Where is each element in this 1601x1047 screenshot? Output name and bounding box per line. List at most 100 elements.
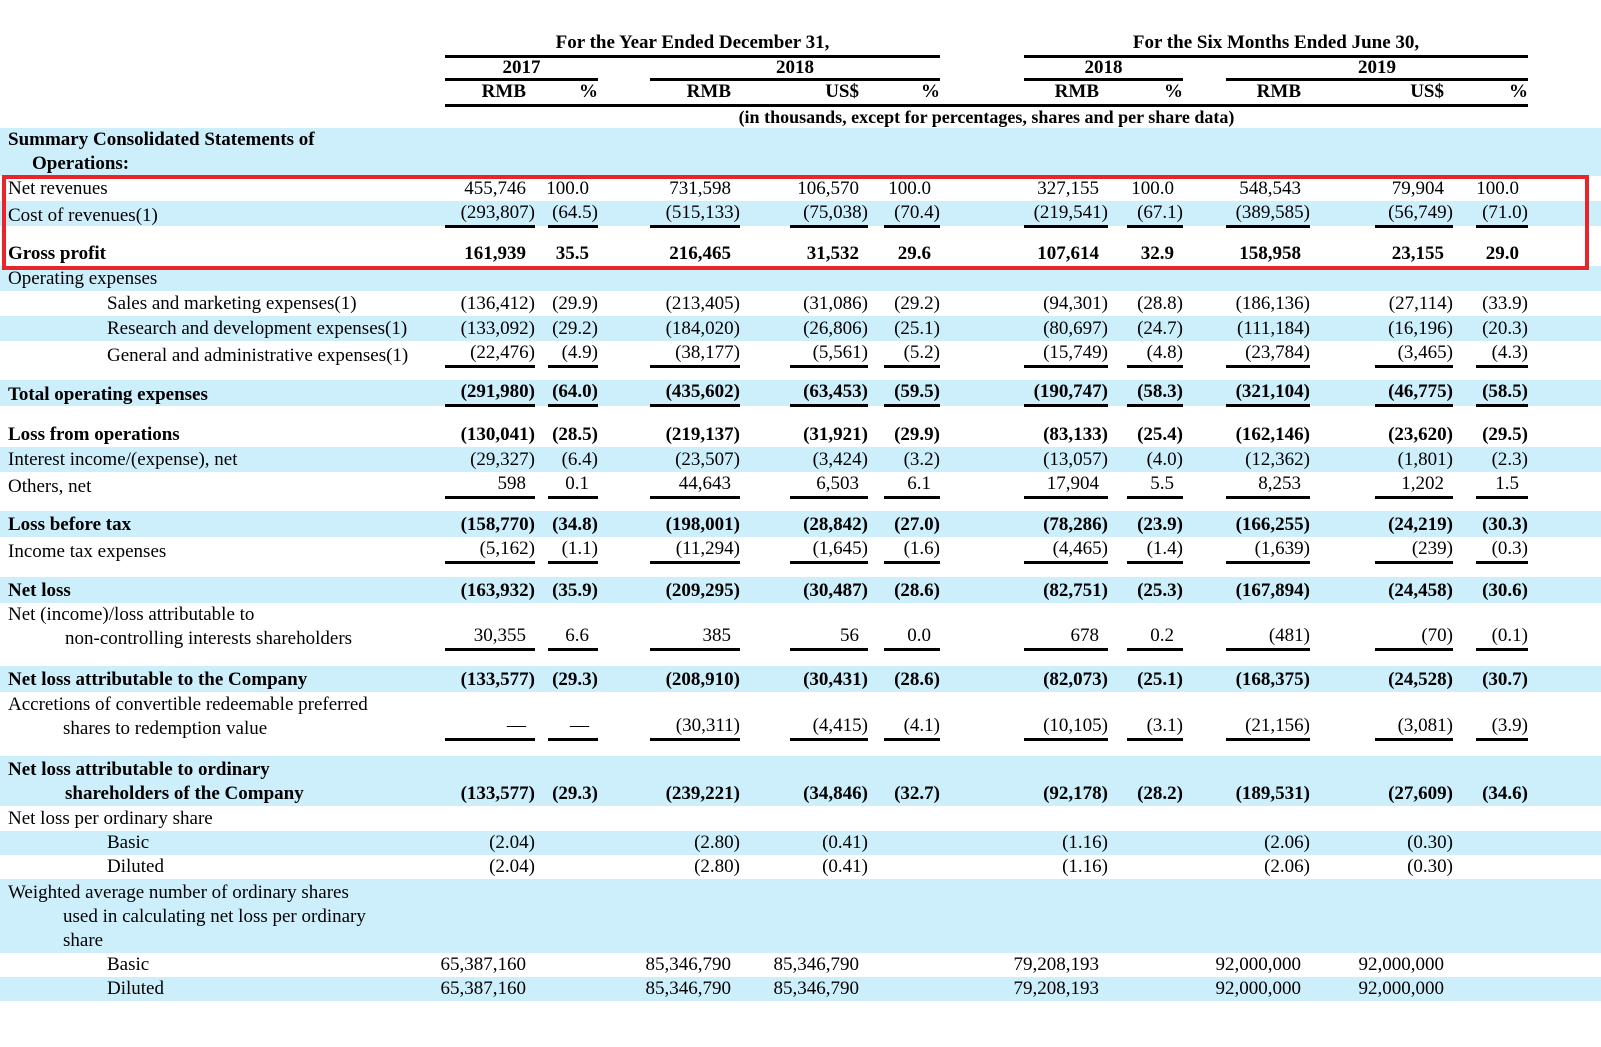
numeric-cell: 1.5 (1453, 472, 1528, 499)
numeric-cell (598, 128, 740, 176)
cell-value: (0.41) (822, 832, 868, 853)
cell-value: (16,196) (1388, 318, 1453, 339)
cell-value: (70.4) (884, 201, 940, 228)
year-label-2018-interim: 2018 (1024, 57, 1183, 81)
numeric-cell: (3,424) (740, 447, 868, 472)
cell-value: (209,295) (665, 580, 740, 601)
numeric-cell: 30,355 (445, 603, 535, 651)
numeric-cell: (64.5) (535, 201, 598, 228)
cell-value: (133,577) (460, 783, 535, 804)
cell-value: (25.1) (894, 318, 940, 339)
numeric-cell: 0.0 (868, 603, 940, 651)
numeric-cell: (82,751) (940, 577, 1108, 603)
cell-value: (15,749) (1024, 341, 1108, 368)
numeric-cell: 158,958 (1183, 240, 1310, 266)
cell-value: (25.4) (1137, 424, 1183, 445)
row-label-line: Gross profit (8, 243, 106, 264)
cell-value: 455,746 (464, 178, 526, 199)
cell-value: (168,375) (1235, 669, 1310, 690)
table-body: Summary Consolidated Statements of Operat… (0, 128, 1601, 1001)
spacer-row (0, 562, 1601, 577)
numeric-cell: (186,136) (1183, 291, 1310, 316)
cell-value: (56,749) (1375, 201, 1453, 228)
row-label: Diluted (0, 855, 445, 879)
numeric-cell (1108, 128, 1183, 176)
cell-value: 1.5 (1476, 472, 1528, 499)
numeric-cell: (24.7) (1108, 316, 1183, 341)
numeric-cell: (92,178) (940, 756, 1108, 806)
cell-value: (5.2) (884, 341, 940, 368)
cell-value: — (445, 714, 535, 741)
numeric-cell: (2.06) (1183, 855, 1310, 879)
row-label: Weighted average number of ordinary shar… (0, 879, 445, 953)
cell-value: (30.3) (1482, 514, 1528, 535)
table-row: Total operating expenses (291,980) (64.0) (… (0, 380, 1601, 407)
spacer-row (0, 226, 1601, 240)
row-label-line: shareholders of the Company (65, 783, 304, 804)
numeric-cell (868, 977, 940, 1001)
numeric-cell: 161,939 (445, 240, 535, 266)
row-label: Basic (0, 831, 445, 855)
numeric-cell (740, 266, 868, 291)
numeric-cell: (1,639) (1183, 537, 1310, 564)
row-label-line: Diluted (107, 856, 164, 877)
numeric-cell: (0.41) (740, 855, 868, 879)
cell-value: (1.1) (548, 537, 598, 564)
numeric-cell: (70) (1310, 603, 1453, 651)
spacer-row (0, 497, 1601, 511)
numeric-cell: (28,842) (740, 511, 868, 537)
numeric-cell: 0.1 (535, 472, 598, 499)
cell-value: (198,001) (665, 514, 740, 535)
row-label-line: shares to redemption value (63, 718, 268, 739)
cell-value: (2.06) (1264, 832, 1310, 853)
table-row: Sales and marketing expenses(1) (136,412)… (0, 291, 1601, 316)
numeric-cell (1183, 806, 1310, 831)
cell-value: (31,921) (803, 424, 868, 445)
numeric-cell: (24,219) (1310, 511, 1453, 537)
numeric-cell: (6.4) (535, 447, 598, 472)
numeric-cell: (31,086) (740, 291, 868, 316)
cell-value: (83,133) (1043, 424, 1108, 445)
numeric-cell: (166,255) (1183, 511, 1310, 537)
cell-value: (29,327) (470, 449, 535, 470)
units-note: (in thousands, except for percentages, s… (738, 107, 1235, 127)
cell-value: (70) (1375, 624, 1453, 651)
table-row: Loss before tax (158,770) (34.8) (198,001) (… (0, 511, 1601, 537)
row-label-line: Net loss (8, 580, 71, 601)
cell-value: (92,178) (1043, 783, 1108, 804)
column-header: RMB (481, 81, 526, 102)
cell-value: 100.0 (546, 178, 589, 199)
numeric-cell: (30,431) (740, 666, 868, 692)
cell-value: 548,543 (1239, 178, 1301, 199)
numeric-cell: (2.04) (445, 855, 535, 879)
numeric-cell: 35.5 (535, 240, 598, 266)
numeric-cell: (28.6) (868, 577, 940, 603)
numeric-cell: (515,133) (598, 201, 740, 228)
cell-value: (82,073) (1043, 669, 1108, 690)
cell-value: (2.80) (694, 856, 740, 877)
numeric-cell (535, 831, 598, 855)
numeric-cell (1310, 879, 1453, 953)
cell-value: (29.9) (894, 424, 940, 445)
table-row: Summary Consolidated Statements of Operat… (0, 128, 1601, 176)
cell-value: (29.9) (552, 293, 598, 314)
table-row: Net (income)/loss attributable to non-con… (0, 603, 1601, 651)
cell-value: (28,842) (803, 514, 868, 535)
cell-value: (30,311) (650, 714, 740, 741)
cell-value: (67.1) (1127, 201, 1183, 228)
numeric-cell: (4.0) (1108, 447, 1183, 472)
row-label-line: Research and development expenses(1) (107, 318, 408, 339)
numeric-cell: (21,156) (1183, 692, 1310, 741)
cell-value: (0.3) (1476, 537, 1528, 564)
numeric-cell: (0.41) (740, 831, 868, 855)
cell-value: (1,801) (1397, 449, 1453, 470)
cell-value: 56 (790, 624, 868, 651)
numeric-cell: (4.3) (1453, 341, 1528, 368)
cell-value: (1.16) (1062, 856, 1108, 877)
numeric-cell: (12,362) (1183, 447, 1310, 472)
numeric-cell: 65,387,160 (441, 953, 535, 977)
numeric-cell: (2.06) (1183, 831, 1310, 855)
cell-value: 85,346,790 (645, 978, 732, 999)
cell-value: (11,294) (650, 537, 740, 564)
cell-value: (21,156) (1226, 714, 1310, 741)
